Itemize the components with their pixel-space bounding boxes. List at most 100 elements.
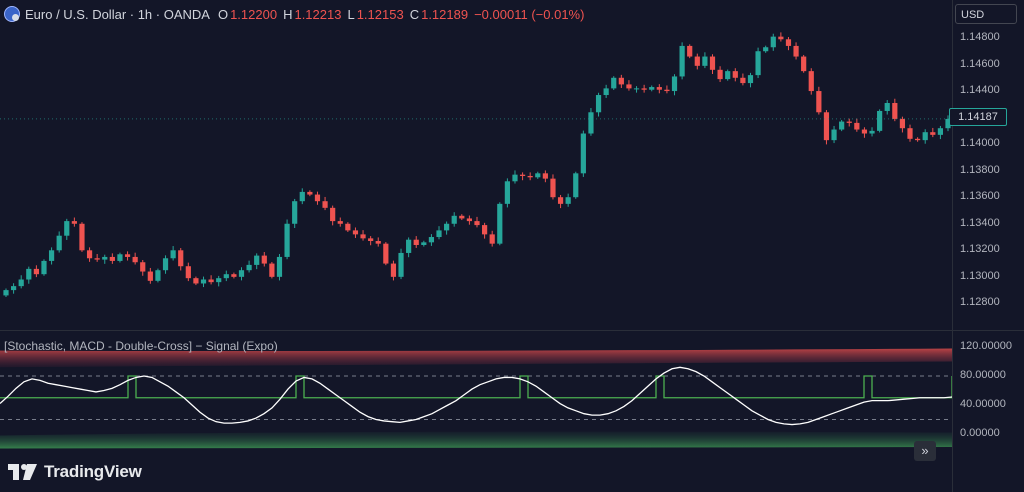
candle bbox=[641, 84, 647, 93]
candle bbox=[649, 85, 655, 92]
candle bbox=[527, 172, 533, 181]
candle bbox=[86, 247, 93, 262]
candle bbox=[816, 86, 822, 115]
candle bbox=[140, 259, 146, 276]
candle bbox=[846, 118, 852, 127]
candle bbox=[770, 33, 776, 51]
candle bbox=[246, 260, 252, 273]
eur-usd-flag-icon bbox=[4, 6, 20, 22]
candle bbox=[18, 275, 24, 289]
candle bbox=[588, 108, 594, 136]
candle bbox=[406, 237, 412, 258]
candle bbox=[41, 259, 47, 276]
candle bbox=[679, 42, 685, 80]
candle bbox=[930, 127, 936, 138]
candle bbox=[193, 276, 199, 286]
open-value: 1.12200 bbox=[230, 6, 278, 22]
candle bbox=[687, 44, 693, 59]
candle bbox=[618, 74, 624, 88]
candle bbox=[595, 92, 602, 117]
candle bbox=[550, 174, 556, 200]
candle bbox=[398, 248, 404, 280]
price-axis-border bbox=[952, 0, 953, 492]
high-label: H bbox=[283, 6, 293, 22]
double-chevron-right-icon[interactable]: » bbox=[914, 441, 936, 461]
candle bbox=[375, 237, 381, 247]
oversold-band bbox=[0, 431, 952, 449]
candle bbox=[368, 236, 374, 246]
candle bbox=[611, 76, 617, 90]
price-tick-label: 1.13800 bbox=[960, 163, 1000, 176]
candle bbox=[580, 130, 586, 177]
symbol-header: Euro / U.S. Dollar · 1h · OANDA O 1.12200… bbox=[4, 6, 590, 22]
tradingview-logo[interactable]: TradingView bbox=[8, 462, 142, 481]
candle bbox=[231, 272, 237, 279]
candle bbox=[428, 234, 435, 246]
candle bbox=[178, 248, 184, 271]
candle bbox=[3, 288, 9, 298]
candle bbox=[238, 267, 245, 281]
change-value: −0.00011 (−0.01%) bbox=[474, 6, 585, 22]
candle bbox=[808, 68, 814, 95]
candle bbox=[307, 190, 313, 197]
symbol-title[interactable]: Euro / U.S. Dollar · 1h · OANDA bbox=[25, 6, 210, 22]
candle bbox=[747, 72, 754, 88]
candle bbox=[345, 222, 351, 232]
indicator-title[interactable]: [Stochastic, MACD - Double-Cross] − Sign… bbox=[4, 339, 278, 353]
candle bbox=[869, 127, 875, 137]
price-tick-label: 1.13000 bbox=[960, 269, 1000, 282]
candle bbox=[755, 47, 761, 79]
candle bbox=[725, 69, 731, 81]
price-tick-label: 1.14000 bbox=[960, 137, 1000, 150]
overbought-band bbox=[0, 348, 952, 368]
candle bbox=[535, 171, 541, 179]
candle bbox=[937, 125, 944, 140]
candle bbox=[254, 253, 260, 270]
indicator-chart[interactable] bbox=[0, 333, 952, 492]
candle bbox=[489, 230, 495, 247]
candle bbox=[185, 262, 191, 282]
candle bbox=[314, 191, 321, 205]
candle bbox=[466, 215, 473, 225]
candle bbox=[155, 268, 161, 283]
price-tick-label: 1.14800 bbox=[960, 30, 1000, 43]
candle bbox=[732, 68, 738, 82]
candle bbox=[436, 226, 442, 240]
price-tick-label: 1.13400 bbox=[960, 216, 1000, 229]
candle bbox=[801, 54, 807, 73]
candle bbox=[48, 247, 55, 265]
stochastic-line bbox=[0, 366, 952, 426]
candle bbox=[292, 198, 298, 229]
candle bbox=[94, 254, 100, 262]
candle bbox=[170, 246, 176, 261]
price-tick-label: 1.13200 bbox=[960, 243, 1000, 256]
candle bbox=[451, 212, 457, 227]
indicator-tick-label: 0.00000 bbox=[960, 427, 1000, 439]
candle bbox=[413, 236, 419, 248]
pane-separator[interactable] bbox=[0, 330, 1024, 331]
candle bbox=[444, 221, 450, 235]
candle bbox=[208, 275, 214, 285]
close-value: 1.12189 bbox=[421, 6, 469, 22]
candle bbox=[481, 222, 488, 239]
candle bbox=[512, 170, 518, 184]
candle bbox=[877, 109, 883, 133]
candle bbox=[823, 110, 830, 145]
candle bbox=[337, 217, 343, 227]
candle bbox=[162, 255, 169, 274]
last-price-label: 1.14187 bbox=[949, 108, 1007, 126]
candle bbox=[223, 270, 229, 282]
candle bbox=[276, 254, 283, 281]
candle bbox=[519, 172, 526, 181]
currency-button[interactable]: USD bbox=[955, 4, 1017, 24]
candle bbox=[557, 194, 564, 209]
price-tick-label: 1.13600 bbox=[960, 190, 1000, 203]
candle bbox=[831, 125, 837, 144]
candle bbox=[839, 119, 845, 132]
candle bbox=[132, 252, 138, 265]
candle bbox=[102, 254, 108, 264]
candle bbox=[109, 253, 115, 264]
candle bbox=[740, 73, 746, 86]
price-chart[interactable] bbox=[0, 0, 952, 330]
low-label: L bbox=[347, 6, 355, 22]
